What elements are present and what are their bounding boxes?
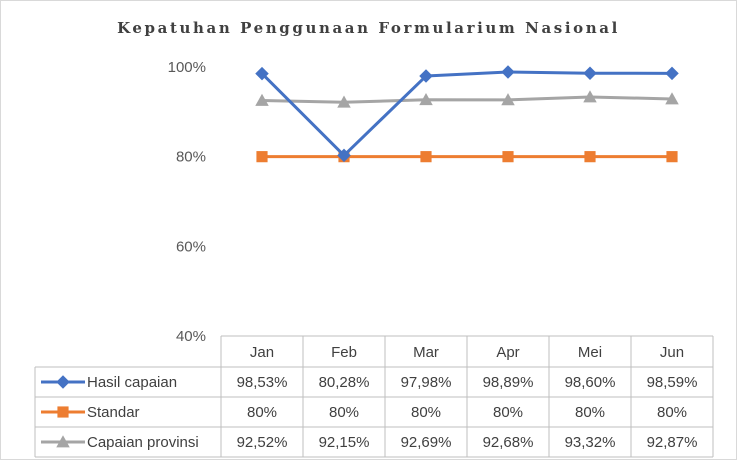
table-cell-value: 98,59%	[647, 374, 698, 391]
series-line	[261, 95, 673, 104]
square-marker	[502, 151, 514, 163]
square-marker	[57, 406, 69, 418]
square-marker	[666, 151, 678, 163]
square-marker	[584, 151, 596, 163]
triangle-marker	[255, 93, 269, 106]
square-marker	[420, 151, 432, 163]
table-cell-value: 80%	[411, 404, 441, 421]
x-category-label: Feb	[331, 344, 357, 361]
table-cell-value: 97,98%	[401, 374, 452, 391]
table-cell-value: 98,89%	[483, 374, 534, 391]
diamond-marker	[501, 65, 515, 79]
table-cell-value: 92,68%	[483, 434, 534, 451]
x-category-label: Jun	[660, 344, 684, 361]
triangle-marker	[56, 435, 70, 448]
x-category-label: Mar	[413, 344, 439, 361]
y-tick-label: 100%	[168, 59, 206, 76]
square-marker	[256, 151, 268, 163]
table-cell-value: 98,60%	[565, 374, 616, 391]
diamond-marker	[583, 66, 597, 81]
series-line	[260, 70, 673, 157]
table-cell-value: 92,52%	[237, 434, 288, 451]
y-tick-label: 40%	[176, 328, 206, 345]
triangle-marker	[337, 95, 351, 108]
table-cell-value: 92,87%	[647, 434, 698, 451]
diamond-marker	[255, 66, 269, 81]
triangle-marker	[501, 93, 515, 106]
x-category-label: Mei	[578, 344, 602, 361]
x-category-label: Jan	[250, 344, 274, 361]
table-cell-value: 80%	[247, 404, 277, 421]
legend-series-name: Standar	[87, 404, 140, 421]
table-cell-value: 92,69%	[401, 434, 452, 451]
legend-series-name: Capaian provinsi	[87, 434, 199, 451]
chart-title: Kepatuhan Penggunaan Formularium Nasiona…	[117, 19, 620, 37]
table-cell-value: 80,28%	[319, 374, 370, 391]
table-cell-value: 80%	[329, 404, 359, 421]
y-tick-label: 80%	[176, 149, 206, 166]
x-category-label: Apr	[496, 344, 519, 361]
table-cell-value: 80%	[657, 404, 687, 421]
diamond-marker	[419, 69, 433, 83]
diamond-marker	[337, 148, 351, 163]
table-cell-value: 92,15%	[319, 434, 370, 451]
legend-series-name: Hasil capaian	[87, 374, 177, 391]
diamond-marker	[665, 66, 679, 81]
triangle-marker	[419, 93, 433, 106]
triangle-marker	[583, 90, 597, 103]
diamond-marker	[56, 375, 70, 389]
table-cell-value: 80%	[493, 404, 523, 421]
y-tick-label: 60%	[176, 238, 206, 255]
triangle-marker	[665, 92, 679, 105]
table-cell-value: 98,53%	[237, 374, 288, 391]
table-cell-value: 93,32%	[565, 434, 616, 451]
table-cell-value: 80%	[575, 404, 605, 421]
